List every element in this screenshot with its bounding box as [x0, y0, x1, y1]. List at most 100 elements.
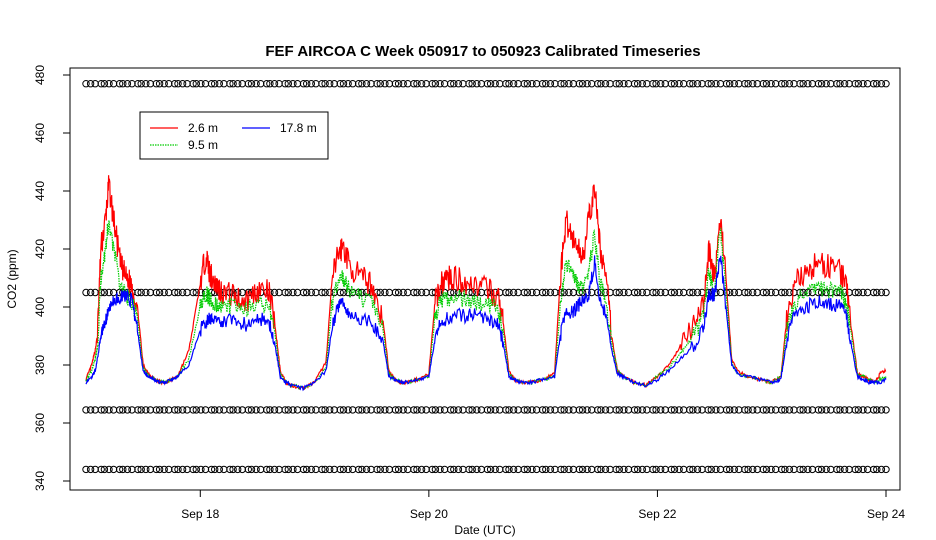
- reference-point: [252, 465, 260, 474]
- reference-point: [491, 465, 499, 474]
- reference-point: [354, 406, 363, 414]
- reference-point: [542, 465, 550, 474]
- reference-point: [620, 406, 628, 414]
- reference-point: [450, 465, 458, 474]
- reference-point: [468, 465, 476, 474]
- reference-point: [704, 465, 712, 474]
- reference-point: [693, 80, 702, 88]
- reference-point: [483, 406, 492, 414]
- reference-point: [215, 465, 224, 474]
- reference-point: [698, 406, 706, 414]
- reference-point: [385, 406, 394, 414]
- reference-point: [588, 465, 596, 474]
- reference-point: [772, 465, 780, 474]
- reference-point: [385, 288, 394, 297]
- reference-point: [201, 406, 210, 414]
- reference-point: [882, 288, 890, 297]
- reference-point: [528, 465, 536, 474]
- reference-point: [505, 80, 513, 88]
- x-axis: Sep 18 Sep 20 Sep 22 Sep 24: [181, 489, 905, 521]
- reference-point: [431, 406, 440, 414]
- reference-point: [670, 465, 679, 474]
- reference-point: [252, 406, 260, 414]
- x-axis-label: Date (UTC): [454, 523, 515, 537]
- reference-point: [105, 465, 113, 474]
- reference-point: [624, 406, 633, 414]
- reference-point: [612, 288, 620, 297]
- reference-point: [777, 406, 786, 414]
- reference-point: [155, 465, 164, 474]
- reference-point: [468, 406, 476, 414]
- reference-point: [226, 406, 234, 414]
- reference-point: [759, 288, 767, 297]
- reference-point: [790, 288, 798, 297]
- reference-point: [344, 465, 352, 474]
- reference-point: [446, 465, 455, 474]
- reference-point: [293, 406, 302, 414]
- reference-point: [211, 465, 219, 474]
- reference-point: [459, 80, 467, 88]
- reference-point: [638, 288, 646, 297]
- reference-point: [749, 80, 757, 88]
- reference-point: [428, 406, 436, 414]
- reference-point: [82, 406, 90, 414]
- reference-point: [266, 465, 274, 474]
- reference-point: [538, 465, 547, 474]
- reference-point: [772, 406, 780, 414]
- reference-point: [693, 288, 702, 297]
- reference-point: [137, 406, 145, 414]
- reference-point: [882, 406, 890, 414]
- reference-point: [542, 80, 550, 88]
- reference-point: [735, 80, 743, 88]
- reference-point: [863, 80, 872, 88]
- reference-point: [440, 80, 449, 88]
- reference-point: [777, 465, 786, 474]
- reference-point: [428, 80, 436, 88]
- reference-point: [799, 465, 807, 474]
- reference-point: [667, 288, 675, 297]
- series-line: [85, 220, 887, 390]
- reference-point: [698, 80, 706, 88]
- reference-point: [704, 80, 712, 88]
- reference-point: [612, 406, 620, 414]
- reference-point: [376, 406, 384, 414]
- reference-point: [615, 80, 623, 88]
- reference-point: [318, 80, 326, 88]
- reference-point: [840, 465, 849, 474]
- reference-point: [486, 406, 495, 414]
- reference-point: [152, 80, 161, 88]
- reference-point: [689, 406, 697, 414]
- reference-point: [597, 465, 605, 474]
- reference-point: [192, 80, 201, 88]
- reference-point: [523, 80, 532, 88]
- reference-point: [450, 80, 458, 88]
- reference-point: [417, 288, 426, 297]
- reference-point: [781, 465, 789, 474]
- reference-point: [128, 406, 136, 414]
- reference-point: [275, 288, 283, 297]
- reference-point: [115, 465, 124, 474]
- reference-point: [134, 80, 142, 88]
- reference-point: [440, 406, 449, 414]
- reference-point: [569, 288, 578, 297]
- reference-point: [565, 288, 573, 297]
- reference-point: [284, 80, 292, 88]
- reference-point: [336, 465, 344, 474]
- reference-point: [215, 80, 224, 88]
- reference-point: [189, 406, 197, 414]
- series-lines: [85, 175, 887, 392]
- reference-point: [863, 288, 872, 297]
- reference-point: [712, 80, 720, 88]
- reference-point: [670, 80, 679, 88]
- reference-point: [762, 80, 771, 88]
- reference-point: [391, 465, 400, 474]
- reference-point: [128, 80, 136, 88]
- reference-point: [814, 80, 823, 88]
- reference-point: [560, 288, 568, 297]
- reference-point: [303, 288, 311, 297]
- reference-point: [404, 80, 412, 88]
- reference-point: [105, 80, 113, 88]
- reference-point: [391, 406, 400, 414]
- reference-point: [804, 406, 812, 414]
- reference-point: [197, 406, 205, 414]
